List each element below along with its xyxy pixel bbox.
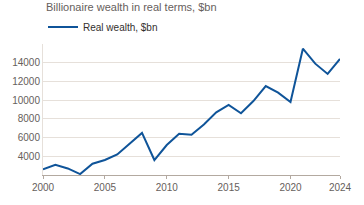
svg-text:2005: 2005 (94, 182, 117, 193)
svg-text:2000: 2000 (32, 182, 55, 193)
svg-text:2010: 2010 (156, 182, 179, 193)
svg-text:6000: 6000 (18, 132, 41, 143)
svg-text:Real wealth, $bn: Real wealth, $bn (83, 22, 158, 33)
svg-text:2020: 2020 (279, 182, 302, 193)
svg-text:8000: 8000 (18, 113, 41, 124)
svg-text:Billionaire wealth in real ter: Billionaire wealth in real terms, $bn (46, 1, 217, 13)
svg-text:2015: 2015 (218, 182, 241, 193)
svg-text:10000: 10000 (12, 95, 40, 106)
svg-text:14000: 14000 (12, 57, 40, 68)
svg-text:4000: 4000 (18, 151, 41, 162)
svg-text:2024: 2024 (329, 182, 352, 193)
svg-text:12000: 12000 (12, 76, 40, 87)
